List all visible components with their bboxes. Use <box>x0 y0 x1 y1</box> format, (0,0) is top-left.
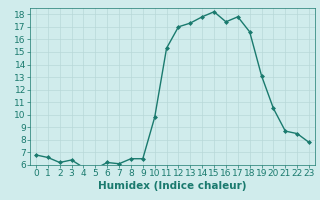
X-axis label: Humidex (Indice chaleur): Humidex (Indice chaleur) <box>98 181 247 191</box>
